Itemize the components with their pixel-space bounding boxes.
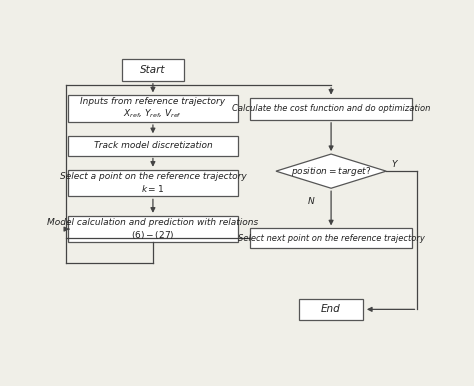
Text: $N$: $N$ xyxy=(307,195,315,206)
FancyBboxPatch shape xyxy=(67,170,238,196)
FancyBboxPatch shape xyxy=(299,299,363,320)
Text: Track model discretization: Track model discretization xyxy=(93,141,212,151)
Text: Select a point on the reference trajectory
$k = 1$: Select a point on the reference trajecto… xyxy=(60,172,246,194)
Text: Model calculation and prediction with relations
$(6)-(27)$: Model calculation and prediction with re… xyxy=(47,218,258,240)
FancyBboxPatch shape xyxy=(250,229,412,248)
Text: Inputs from reference trajectory
$X_{ref}$, $Y_{ref}$, $V_{ref}$: Inputs from reference trajectory $X_{ref… xyxy=(81,97,226,120)
FancyBboxPatch shape xyxy=(67,136,238,156)
Polygon shape xyxy=(276,154,386,188)
FancyBboxPatch shape xyxy=(67,216,238,242)
Text: Calculate the cost function and do optimization: Calculate the cost function and do optim… xyxy=(232,104,430,113)
Text: Select next point on the reference trajectory: Select next point on the reference traje… xyxy=(237,234,425,242)
Text: $position = target?$: $position = target?$ xyxy=(291,165,371,178)
Text: Start: Start xyxy=(140,65,166,75)
Text: End: End xyxy=(321,304,341,314)
FancyBboxPatch shape xyxy=(122,59,184,81)
FancyBboxPatch shape xyxy=(250,98,412,120)
Text: $Y$: $Y$ xyxy=(392,158,400,169)
FancyBboxPatch shape xyxy=(67,95,238,122)
